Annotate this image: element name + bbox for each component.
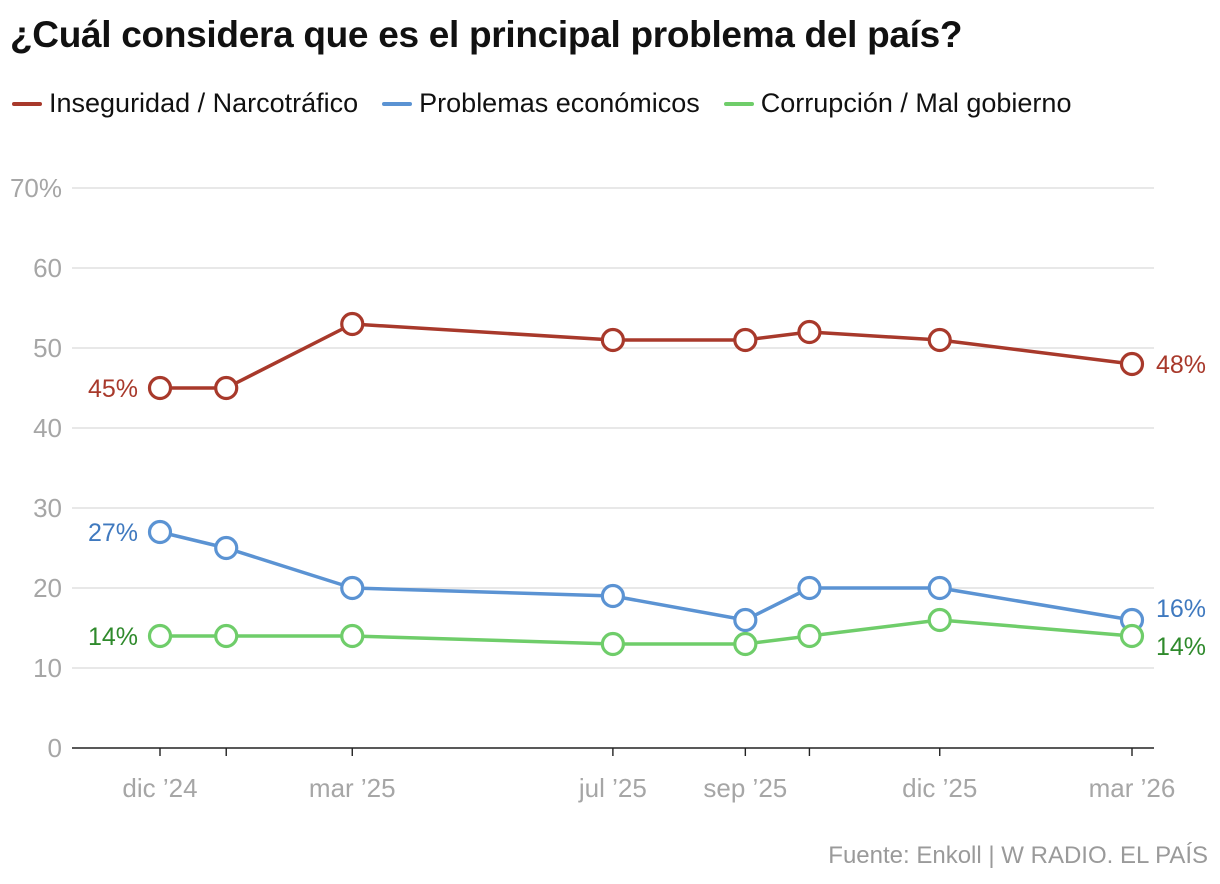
series-line [158, 618, 1134, 646]
x-tick-label: dic ’25 [902, 773, 977, 803]
data-point [214, 535, 239, 561]
series-line [158, 322, 1134, 390]
data-point [340, 575, 365, 601]
end-value-label: 16% [1156, 595, 1206, 623]
data-point [797, 623, 822, 649]
data-point [340, 311, 365, 337]
legend-item-inseguridad: Inseguridad / Narcotráfico [12, 88, 358, 119]
y-tick-label: 10 [33, 653, 62, 683]
legend-swatch-economicos [382, 101, 413, 106]
data-point [1119, 351, 1145, 377]
data-point [733, 607, 758, 633]
start-value-label: 14% [88, 623, 138, 651]
legend-item-economicos: Problemas económicos [382, 88, 700, 119]
data-point [927, 327, 952, 353]
data-point [600, 327, 625, 353]
series-line [158, 530, 1134, 622]
y-tick-label: 0 [48, 733, 62, 763]
legend-label-inseguridad: Inseguridad / Narcotráfico [49, 88, 359, 118]
source-note: Fuente: Enkoll | W RADIO. EL PAÍS [828, 842, 1208, 869]
data-point [600, 583, 625, 609]
data-point [797, 319, 822, 345]
start-value-label: 45% [88, 375, 138, 403]
y-tick-label: 30 [33, 493, 62, 523]
x-tick-label: mar ’25 [309, 773, 396, 803]
legend-item-corrupcion: Corrupción / Mal gobierno [723, 88, 1072, 119]
data-point [147, 623, 173, 649]
end-value-label: 14% [1156, 633, 1206, 661]
data-point [147, 375, 173, 401]
y-tick-label: 60 [33, 253, 62, 283]
legend-swatch-inseguridad [12, 101, 42, 106]
data-point [214, 623, 239, 649]
data-point [340, 623, 365, 649]
x-tick-label: sep ’25 [703, 773, 787, 803]
end-value-label: 48% [1156, 351, 1206, 379]
data-point [600, 631, 625, 657]
y-tick-label: 40 [33, 413, 62, 443]
data-point [927, 575, 952, 601]
data-point [733, 327, 758, 353]
y-tick-label: 50 [33, 333, 62, 363]
x-tick-label: mar ’26 [1089, 773, 1176, 803]
data-point [1119, 623, 1145, 649]
start-value-label: 27% [88, 519, 138, 547]
legend-label-corrupcion: Corrupción / Mal gobierno [760, 88, 1072, 118]
data-point [927, 607, 952, 633]
data-point [214, 375, 239, 401]
data-point [147, 519, 173, 545]
legend: Inseguridad / Narcotráfico Problemas eco… [12, 88, 1071, 119]
x-tick-label: jul ’25 [578, 773, 647, 803]
data-point [733, 631, 758, 657]
y-tick-label: 70% [10, 173, 62, 203]
y-tick-label: 20 [33, 573, 62, 603]
chart-title: ¿Cuál considera que es el principal prob… [10, 14, 963, 55]
legend-label-economicos: Problemas económicos [419, 88, 700, 118]
legend-swatch-corrupcion [723, 101, 754, 106]
x-tick-label: dic ’24 [122, 773, 197, 803]
data-point [797, 575, 822, 601]
